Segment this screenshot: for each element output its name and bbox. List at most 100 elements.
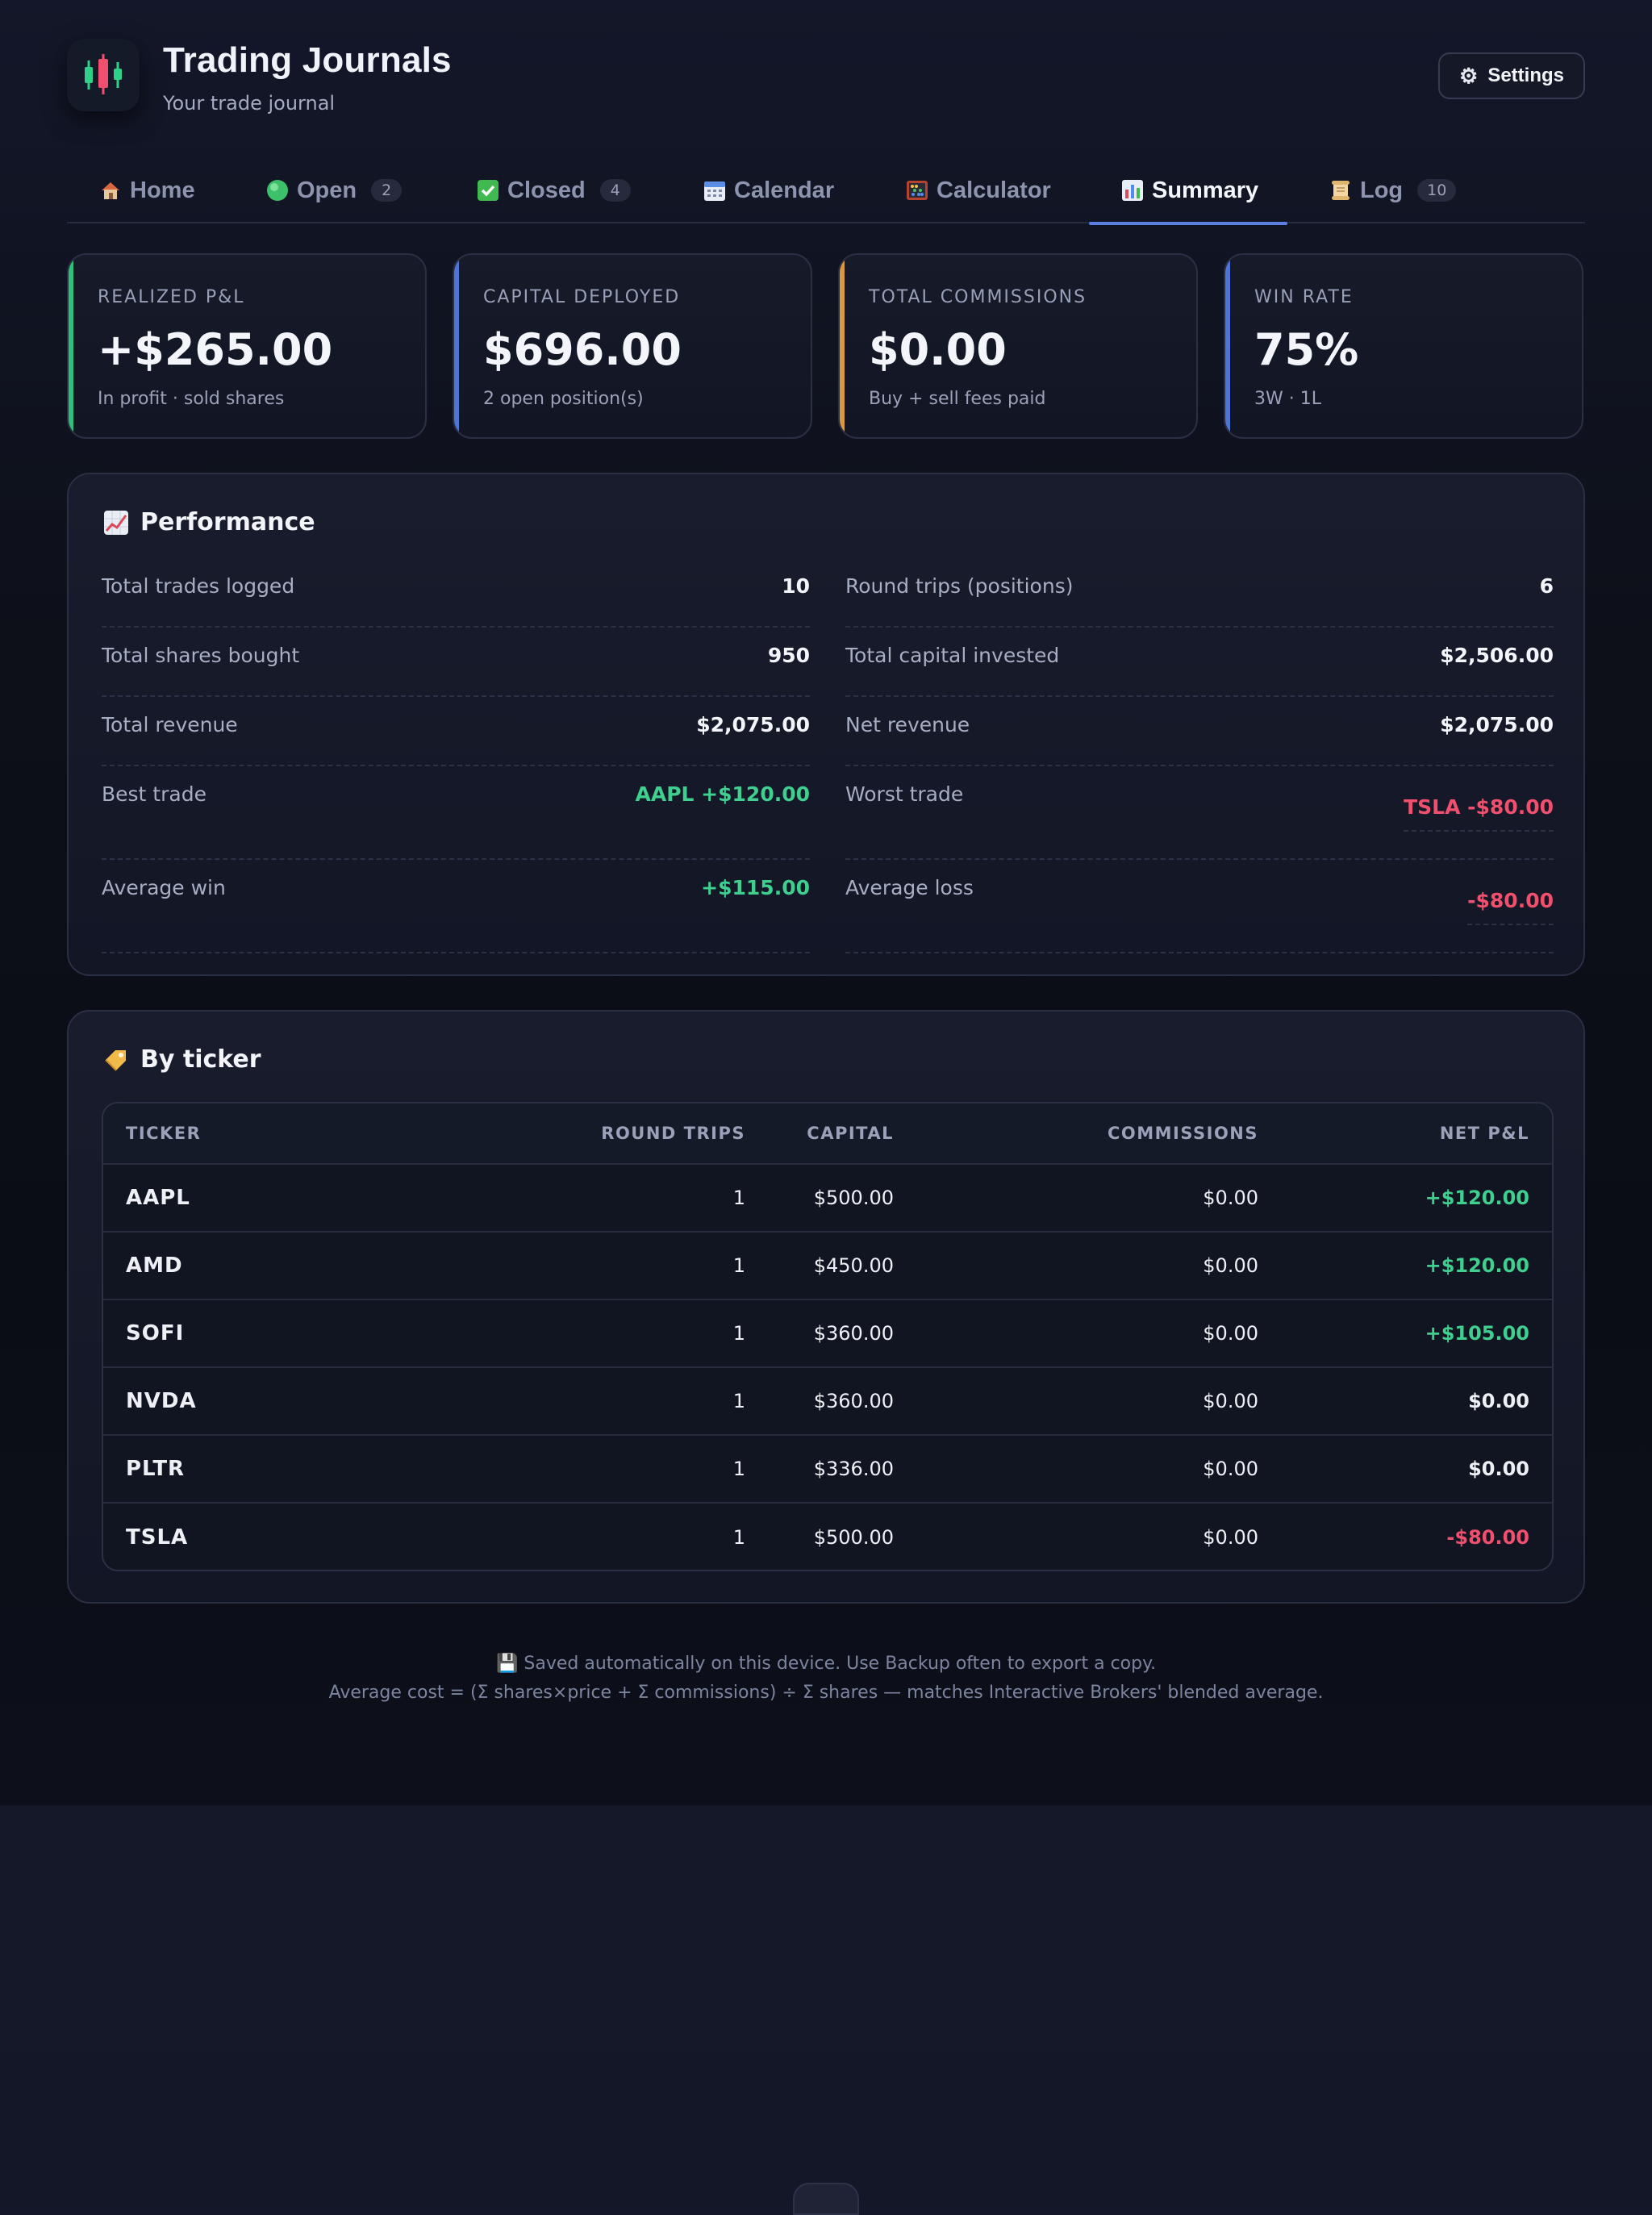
ticker-cell: SOFI <box>126 1321 185 1345</box>
footer-save-note: 💾 Saved automatically on this device. Us… <box>496 1654 1156 1674</box>
settings-button[interactable]: ⚙ Settings <box>1438 52 1585 99</box>
perf-row-best-trade: Best trade AAPL +$120.00 <box>102 766 810 860</box>
commissions-cell: $0.00 <box>1203 1254 1258 1277</box>
tab-summary[interactable]: Summary <box>1088 157 1288 225</box>
perf-value: $2,506.00 <box>1440 644 1554 667</box>
stat-label: TOTAL COMMISSIONS <box>869 287 1087 307</box>
tab-calendar[interactable]: Calendar <box>703 157 834 223</box>
perf-label: Net revenue <box>845 713 970 736</box>
perf-row-net-revenue: Net revenue $2,075.00 <box>845 697 1554 766</box>
perf-label: Best trade <box>102 782 206 806</box>
stat-value: 75% <box>1254 324 1359 375</box>
main-tabs: Home Open 2 Closed 4 Calendar Ca <box>67 157 1585 225</box>
table-row[interactable]: PLTR 1 $336.00 $0.00 $0.00 <box>103 1436 1552 1504</box>
table-header-row: TICKER ROUND TRIPS CAPITAL COMMISSIONS N… <box>103 1103 1552 1165</box>
capital-cell: $336.00 <box>813 1458 894 1480</box>
table-row[interactable]: AAPL 1 $500.00 $0.00 +$120.00 <box>103 1165 1552 1233</box>
commissions-cell: $0.00 <box>1203 1458 1258 1480</box>
column-header[interactable]: NET P&L <box>1439 1124 1529 1143</box>
ticker-cell: AAPL <box>126 1186 190 1210</box>
bottom-handle-button[interactable] <box>793 2183 859 2215</box>
ticker-cell: TSLA <box>126 1525 189 1550</box>
ticker-cell: NVDA <box>126 1389 197 1413</box>
perf-row-round-trips: Round trips (positions) 6 <box>845 558 1554 628</box>
column-header[interactable]: CAPITAL <box>807 1124 894 1143</box>
by-ticker-title: By ticker <box>140 1045 261 1074</box>
stat-subtext: Buy + sell fees paid <box>869 389 1046 409</box>
tab-home[interactable]: Home <box>99 157 195 223</box>
settings-label: Settings <box>1487 65 1564 86</box>
perf-value: 10 <box>782 574 810 598</box>
panel-title: Performance <box>103 508 315 536</box>
table-row[interactable]: TSLA 1 $500.00 $0.00 -$80.00 <box>103 1504 1552 1570</box>
chart-increasing-icon <box>103 510 129 536</box>
perf-value: -$80.00 <box>1467 889 1554 925</box>
calendar-icon <box>703 179 726 202</box>
perf-row-shares-bought: Total shares bought 950 <box>102 628 810 697</box>
card-accent-bar <box>69 255 73 437</box>
net-pnl-cell: +$120.00 <box>1425 1254 1529 1277</box>
tab-open[interactable]: Open 2 <box>266 157 403 223</box>
perf-value: $2,075.00 <box>1440 713 1554 736</box>
check-box-icon <box>477 179 499 202</box>
round-trips-cell: 1 <box>732 1390 745 1412</box>
app-header: Trading Journals Your trade journal ⚙ Se… <box>67 39 1585 119</box>
tab-calculator[interactable]: Calculator <box>906 157 1051 223</box>
stat-label: CAPITAL DEPLOYED <box>483 287 681 307</box>
perf-value: TSLA -$80.00 <box>1404 795 1554 832</box>
perf-row-average-win: Average win +$115.00 <box>102 860 810 953</box>
abacus-icon <box>906 179 928 202</box>
perf-value: +$115.00 <box>701 876 810 899</box>
column-header[interactable]: TICKER <box>126 1124 202 1143</box>
capital-cell: $450.00 <box>813 1254 894 1277</box>
stat-label: REALIZED P&L <box>98 287 245 307</box>
net-pnl-cell: $0.00 <box>1468 1458 1529 1480</box>
column-header[interactable]: COMMISSIONS <box>1107 1124 1258 1143</box>
capital-cell: $500.00 <box>813 1526 894 1549</box>
perf-row-capital-invested: Total capital invested $2,506.00 <box>845 628 1554 697</box>
table-row[interactable]: AMD 1 $450.00 $0.00 +$120.00 <box>103 1233 1552 1300</box>
by-ticker-panel: By ticker TICKER ROUND TRIPS CAPITAL COM… <box>67 1010 1585 1604</box>
perf-row-total-revenue: Total revenue $2,075.00 <box>102 697 810 766</box>
perf-row-average-loss: Average loss -$80.00 <box>845 860 1554 953</box>
perf-label: Average win <box>102 876 226 899</box>
column-header[interactable]: ROUND TRIPS <box>601 1124 745 1143</box>
tab-count-badge: 10 <box>1417 179 1457 202</box>
stat-value: $0.00 <box>869 324 1007 375</box>
stat-subtext: 2 open position(s) <box>483 389 644 409</box>
ticker-cell: PLTR <box>126 1457 186 1481</box>
round-trips-cell: 1 <box>732 1526 745 1549</box>
tab-label: Calculator <box>937 177 1051 203</box>
commissions-cell: $0.00 <box>1203 1322 1258 1345</box>
tab-closed[interactable]: Closed 4 <box>477 157 631 223</box>
green-circle-icon <box>266 179 289 202</box>
scroll-icon <box>1329 179 1352 202</box>
house-icon <box>99 179 122 202</box>
tab-label: Home <box>130 177 195 203</box>
tab-label: Summary <box>1152 177 1259 203</box>
perf-label: Worst trade <box>845 782 964 806</box>
net-pnl-cell: -$80.00 <box>1446 1526 1529 1549</box>
perf-value: $2,075.00 <box>696 713 810 736</box>
app-title: Trading Journals <box>163 40 452 80</box>
table-row[interactable]: SOFI 1 $360.00 $0.00 +$105.00 <box>103 1300 1552 1368</box>
commissions-cell: $0.00 <box>1203 1187 1258 1209</box>
perf-row-worst-trade: Worst trade TSLA -$80.00 <box>845 766 1554 860</box>
perf-value: AAPL +$120.00 <box>635 782 810 806</box>
stat-subtext: 3W · 1L <box>1254 389 1321 409</box>
perf-value: 950 <box>767 644 810 667</box>
perf-value: 6 <box>1539 574 1554 598</box>
perf-label: Total capital invested <box>845 644 1060 667</box>
performance-panel: Performance Total trades logged 10 Round… <box>67 473 1585 976</box>
label-tag-icon <box>103 1047 129 1073</box>
net-pnl-cell: $0.00 <box>1468 1390 1529 1412</box>
net-pnl-cell: +$120.00 <box>1425 1187 1529 1209</box>
commissions-cell: $0.00 <box>1203 1526 1258 1549</box>
tab-label: Closed <box>507 177 586 203</box>
tab-label: Calendar <box>734 177 835 203</box>
page-lower-area <box>0 1805 1652 2204</box>
capital-cell: $500.00 <box>813 1187 894 1209</box>
tab-log[interactable]: Log 10 <box>1329 157 1457 223</box>
candlestick-logo-icon <box>67 39 140 111</box>
table-row[interactable]: NVDA 1 $360.00 $0.00 $0.00 <box>103 1368 1552 1436</box>
